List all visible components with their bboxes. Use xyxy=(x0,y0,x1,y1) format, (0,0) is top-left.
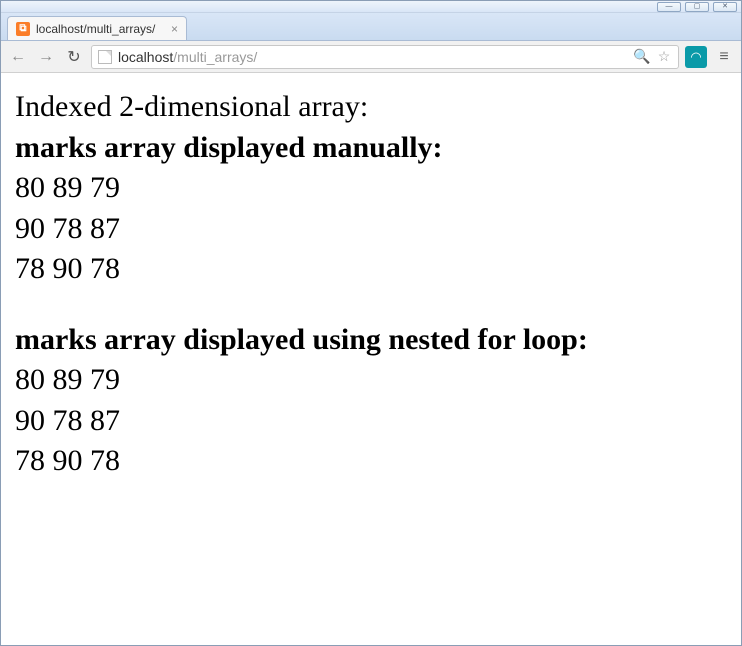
data-row: 90 78 87 xyxy=(15,209,727,250)
url-path: /multi_arrays/ xyxy=(173,49,257,65)
text-heading-manual: marks array displayed manually: xyxy=(15,128,727,169)
url-host: localhost xyxy=(118,49,173,65)
xampp-favicon-icon: ⧉ xyxy=(16,22,30,36)
spacer xyxy=(15,290,727,320)
text-heading-intro: Indexed 2-dimensional array: xyxy=(15,87,727,128)
menu-button[interactable]: ≡ xyxy=(713,46,735,68)
data-row: 90 78 87 xyxy=(15,401,727,442)
data-row: 80 89 79 xyxy=(15,360,727,401)
extension-icon[interactable]: ◠ xyxy=(685,46,707,68)
data-row: 78 90 78 xyxy=(15,441,727,482)
maximize-button[interactable]: ▢ xyxy=(685,2,709,12)
tab-title: localhost/multi_arrays/ xyxy=(36,22,155,36)
reload-button[interactable]: ↻ xyxy=(63,46,85,68)
tabstrip: ⧉ localhost/multi_arrays/ × xyxy=(1,13,741,41)
tab-active[interactable]: ⧉ localhost/multi_arrays/ × xyxy=(7,16,187,40)
zoom-icon[interactable]: 🔍 xyxy=(634,49,650,65)
bookmark-star-icon[interactable]: ☆ xyxy=(656,49,672,65)
text-heading-loop: marks array displayed using nested for l… xyxy=(15,320,727,361)
browser-window: — ▢ ✕ ⧉ localhost/multi_arrays/ × ← → ↻ … xyxy=(0,0,742,646)
address-bar[interactable]: localhost/multi_arrays/ 🔍 ☆ xyxy=(91,45,679,69)
tab-close-icon[interactable]: × xyxy=(171,22,178,36)
page-content: Indexed 2-dimensional array: marks array… xyxy=(15,87,727,482)
forward-button[interactable]: → xyxy=(35,46,57,68)
window-controls: — ▢ ✕ xyxy=(657,2,737,12)
toolbar: ← → ↻ localhost/multi_arrays/ 🔍 ☆ ◠ ≡ xyxy=(1,41,741,73)
data-row: 78 90 78 xyxy=(15,249,727,290)
urlbar-right: 🔍 ☆ xyxy=(634,49,672,65)
viewport: Indexed 2-dimensional array: marks array… xyxy=(1,73,741,645)
minimize-button[interactable]: — xyxy=(657,2,681,12)
close-window-button[interactable]: ✕ xyxy=(713,2,737,12)
page-icon xyxy=(98,50,112,64)
back-button[interactable]: ← xyxy=(7,46,29,68)
data-row: 80 89 79 xyxy=(15,168,727,209)
titlebar: — ▢ ✕ xyxy=(1,1,741,13)
